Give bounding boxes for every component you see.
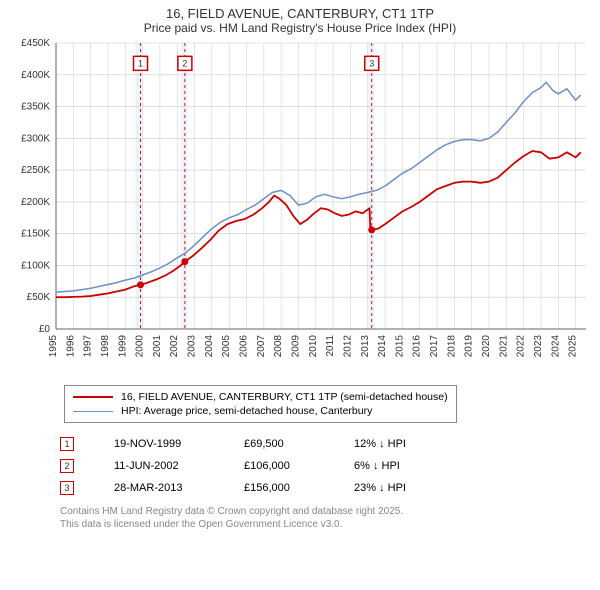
x-tick-label: 2018 — [446, 335, 457, 358]
x-tick-label: 2005 — [221, 335, 232, 358]
series-line — [56, 82, 581, 292]
transaction-diff: 23% ↓ HPI — [354, 482, 464, 494]
legend-label: 16, FIELD AVENUE, CANTERBURY, CT1 1TP (s… — [121, 391, 448, 403]
y-tick-label: £200K — [21, 197, 50, 208]
x-tick-label: 2006 — [239, 335, 250, 358]
legend: 16, FIELD AVENUE, CANTERBURY, CT1 1TP (s… — [64, 385, 457, 423]
x-tick-label: 2012 — [342, 335, 353, 358]
marker-dot — [137, 281, 144, 288]
x-tick-label: 2025 — [568, 335, 579, 358]
y-tick-label: £100K — [21, 260, 50, 271]
marker-label: 2 — [182, 58, 187, 68]
x-tick-label: 1995 — [48, 335, 59, 358]
attribution-line-2: This data is licensed under the Open Gov… — [60, 518, 592, 531]
transaction-date: 11-JUN-2002 — [114, 460, 244, 472]
x-tick-label: 2015 — [394, 335, 405, 358]
transaction-date: 19-NOV-1999 — [114, 438, 244, 450]
x-tick-label: 2017 — [429, 335, 440, 358]
x-tick-label: 2021 — [498, 335, 509, 358]
marker-label: 3 — [369, 58, 374, 68]
marker-label: 1 — [138, 58, 143, 68]
series-line — [56, 151, 581, 297]
y-tick-label: £50K — [27, 292, 51, 303]
transaction-marker-box: 3 — [60, 481, 74, 495]
chart-svg: £0 £50K £100K £150K £200K £250K £300K £350K £400… — [8, 39, 592, 379]
transaction-row: 2 11-JUN-2002£106,0006% ↓ HPI — [60, 455, 592, 477]
x-tick-label: 2014 — [377, 335, 388, 358]
legend-row: HPI: Average price, semi-detached house,… — [73, 404, 448, 418]
transaction-marker-box: 2 — [60, 459, 74, 473]
transaction-row: 1 19-NOV-1999£69,50012% ↓ HPI — [60, 433, 592, 455]
chart-plot-area: £0 £50K £100K £150K £200K £250K £300K £350K £400… — [8, 39, 592, 379]
chart-subtitle: Price paid vs. HM Land Registry's House … — [8, 21, 592, 35]
marker-dot — [181, 258, 188, 265]
transaction-date: 28-MAR-2013 — [114, 482, 244, 494]
x-tick-label: 2019 — [464, 335, 475, 358]
transaction-row: 3 28-MAR-2013£156,00023% ↓ HPI — [60, 477, 592, 499]
x-tick-label: 2023 — [533, 335, 544, 358]
transaction-marker-box: 1 — [60, 437, 74, 451]
x-tick-label: 1998 — [100, 335, 111, 358]
x-tick-label: 1997 — [83, 335, 94, 358]
legend-row: 16, FIELD AVENUE, CANTERBURY, CT1 1TP (s… — [73, 390, 448, 404]
y-tick-label: £300K — [21, 133, 50, 144]
y-tick-label: £250K — [21, 165, 50, 176]
x-tick-label: 2011 — [325, 335, 336, 357]
legend-swatch — [73, 411, 113, 412]
x-tick-label: 2002 — [169, 335, 180, 358]
x-tick-label: 2022 — [516, 335, 527, 358]
chart-title: 16, FIELD AVENUE, CANTERBURY, CT1 1TP — [8, 6, 592, 21]
y-tick-label: £350K — [21, 102, 50, 113]
x-tick-label: 2010 — [308, 335, 319, 358]
x-tick-label: 2008 — [273, 335, 284, 358]
transaction-diff: 12% ↓ HPI — [354, 438, 464, 450]
x-tick-label: 1999 — [117, 335, 128, 358]
transaction-price: £106,000 — [244, 460, 354, 472]
transaction-price: £69,500 — [244, 438, 354, 450]
x-tick-label: 2013 — [360, 335, 371, 358]
x-tick-label: 2003 — [187, 335, 198, 358]
x-tick-label: 2007 — [256, 335, 267, 358]
x-tick-label: 2000 — [135, 335, 146, 358]
x-tick-label: 2024 — [550, 335, 561, 358]
transactions-table: 1 19-NOV-1999£69,50012% ↓ HPI 2 11-JUN-2002… — [60, 433, 592, 499]
x-tick-label: 2004 — [204, 335, 215, 358]
attribution: Contains HM Land Registry data © Crown c… — [60, 505, 592, 531]
y-tick-label: £450K — [21, 39, 50, 49]
legend-label: HPI: Average price, semi-detached house,… — [121, 405, 372, 417]
y-tick-label: £400K — [21, 70, 50, 81]
y-tick-label: £0 — [39, 324, 51, 335]
x-tick-label: 2001 — [152, 335, 163, 358]
marker-dot — [368, 226, 375, 233]
transaction-diff: 6% ↓ HPI — [354, 460, 464, 472]
transaction-price: £156,000 — [244, 482, 354, 494]
chart-container: 16, FIELD AVENUE, CANTERBURY, CT1 1TP Pr… — [0, 0, 600, 537]
legend-swatch — [73, 396, 113, 398]
x-tick-label: 2020 — [481, 335, 492, 358]
attribution-line-1: Contains HM Land Registry data © Crown c… — [60, 505, 592, 518]
y-tick-label: £150K — [21, 229, 50, 240]
x-tick-label: 1996 — [65, 335, 76, 358]
x-tick-label: 2009 — [290, 335, 301, 358]
x-tick-label: 2016 — [412, 335, 423, 358]
